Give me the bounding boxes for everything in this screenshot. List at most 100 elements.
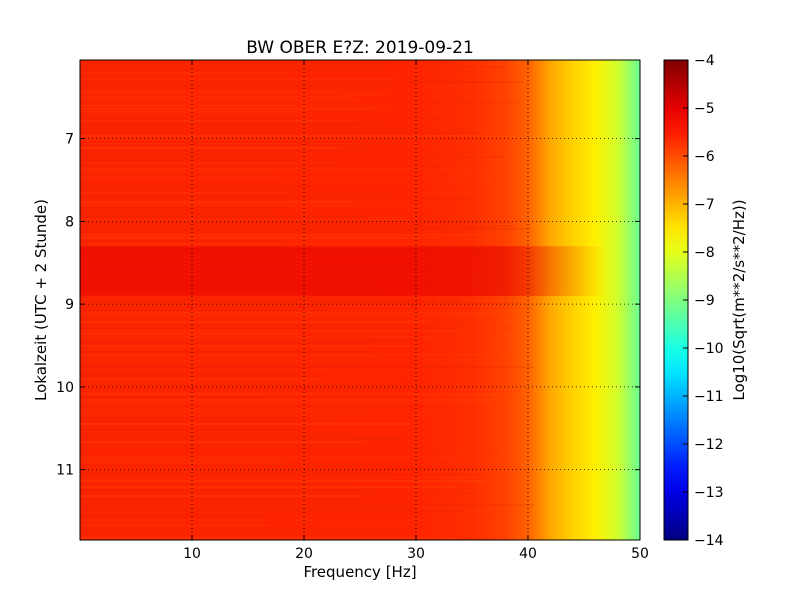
texture-stripe bbox=[80, 534, 401, 536]
x-axis-label: Frequency [Hz] bbox=[303, 563, 416, 581]
texture-stripe bbox=[80, 69, 343, 71]
x-tick-label: 40 bbox=[519, 546, 537, 562]
colorbar-tick-label: −10 bbox=[694, 341, 724, 357]
texture-stripe bbox=[80, 318, 323, 320]
texture-stripe bbox=[80, 393, 530, 395]
texture-stripe bbox=[80, 216, 369, 218]
texture-stripe bbox=[80, 330, 460, 332]
texture-stripe bbox=[80, 174, 270, 176]
texture-stripe bbox=[80, 432, 355, 434]
texture-stripe bbox=[80, 387, 436, 389]
texture-stripe bbox=[80, 408, 367, 410]
texture-stripe bbox=[80, 528, 421, 530]
texture-stripe bbox=[80, 123, 386, 125]
colorbar-tick-label: −11 bbox=[694, 389, 724, 405]
texture-stripe bbox=[80, 219, 410, 221]
texture-stripe bbox=[80, 99, 362, 101]
texture-stripe bbox=[80, 162, 337, 164]
x-axis-ticks: 10 20 30 40 50 bbox=[183, 60, 649, 562]
texture-stripe bbox=[80, 228, 531, 230]
y-tick-label: 10 bbox=[56, 380, 74, 396]
texture-stripe bbox=[80, 183, 282, 185]
texture-stripe bbox=[80, 486, 455, 488]
grid-lines bbox=[80, 60, 640, 540]
texture-stripe bbox=[80, 471, 387, 473]
texture-stripe bbox=[80, 489, 370, 491]
texture-stripe bbox=[80, 468, 353, 470]
texture-stripe bbox=[80, 210, 283, 212]
texture-stripe bbox=[80, 177, 497, 179]
texture-stripe bbox=[80, 159, 299, 161]
texture-stripe bbox=[80, 516, 268, 518]
texture-stripe bbox=[80, 60, 419, 62]
texture-stripe bbox=[80, 504, 535, 506]
texture-stripe bbox=[80, 435, 351, 437]
texture-stripe bbox=[80, 423, 410, 425]
texture-stripe bbox=[80, 72, 286, 74]
texture-stripe bbox=[80, 96, 356, 98]
texture-stripe bbox=[80, 483, 348, 485]
texture-stripe bbox=[80, 462, 283, 464]
texture-stripe bbox=[80, 303, 413, 305]
y-tick-label: 8 bbox=[65, 214, 74, 230]
texture-stripe bbox=[80, 156, 505, 158]
texture-stripe bbox=[80, 153, 289, 155]
texture-stripe bbox=[80, 372, 308, 374]
texture-stripe bbox=[80, 312, 526, 314]
texture-stripe bbox=[80, 144, 373, 146]
texture-stripe bbox=[80, 171, 311, 173]
y-tick-label: 7 bbox=[65, 132, 74, 148]
texture-stripe bbox=[80, 240, 285, 242]
texture-stripe bbox=[80, 297, 372, 299]
texture-stripe bbox=[80, 477, 476, 479]
chart-title: BW OBER E?Z: 2019-09-21 bbox=[246, 38, 474, 58]
texture-stripe bbox=[80, 111, 302, 113]
texture-stripe bbox=[80, 234, 517, 236]
texture-stripe bbox=[80, 351, 369, 353]
texture-stripe bbox=[80, 360, 360, 362]
texture-stripe bbox=[80, 456, 456, 458]
spectrogram-background bbox=[80, 60, 640, 540]
texture-stripe bbox=[80, 519, 445, 521]
texture-stripe bbox=[80, 507, 331, 509]
texture-stripe bbox=[80, 306, 328, 308]
texture-stripe bbox=[80, 375, 331, 377]
texture-stripe bbox=[80, 108, 375, 110]
texture-stripe bbox=[80, 195, 396, 197]
colorbar-tick-label: −4 bbox=[694, 53, 715, 69]
texture-stripe bbox=[80, 339, 418, 341]
texture-stripe bbox=[80, 147, 338, 149]
texture-stripe bbox=[80, 453, 380, 455]
texture-stripe bbox=[80, 315, 486, 317]
texture-stripe bbox=[80, 81, 524, 83]
x-tick-label: 30 bbox=[407, 546, 425, 562]
texture-stripe bbox=[80, 192, 288, 194]
texture-stripe bbox=[80, 336, 433, 338]
texture-stripe bbox=[80, 366, 534, 368]
texture-stripe bbox=[80, 345, 410, 347]
texture-stripe bbox=[80, 225, 515, 227]
texture-stripe bbox=[80, 84, 387, 86]
spectrogram-plot: 10 20 30 40 50 7 8 9 10 11 Frequency [Hz] Lokalz… bbox=[32, 59, 649, 581]
texture-stripe bbox=[80, 168, 505, 170]
texture-stripe bbox=[80, 141, 354, 143]
high-energy-band bbox=[80, 246, 607, 296]
texture-stripe bbox=[80, 537, 459, 539]
texture-stripe bbox=[80, 90, 342, 92]
texture-stripe bbox=[80, 186, 346, 188]
texture-stripe bbox=[80, 357, 386, 359]
texture-stripe bbox=[80, 75, 450, 77]
texture-stripe bbox=[80, 300, 466, 302]
texture-stripe bbox=[80, 354, 520, 356]
texture-stripe bbox=[80, 126, 386, 128]
texture-stripe bbox=[80, 459, 293, 461]
texture-stripe bbox=[80, 150, 364, 152]
colorbar-tick-label: −5 bbox=[694, 101, 715, 117]
texture-stripe bbox=[80, 429, 305, 431]
texture-stripe bbox=[80, 474, 481, 476]
texture-stripe bbox=[80, 198, 473, 200]
texture-stripe bbox=[80, 237, 440, 239]
plot-frame bbox=[79, 59, 641, 541]
texture-stripe bbox=[80, 102, 520, 104]
